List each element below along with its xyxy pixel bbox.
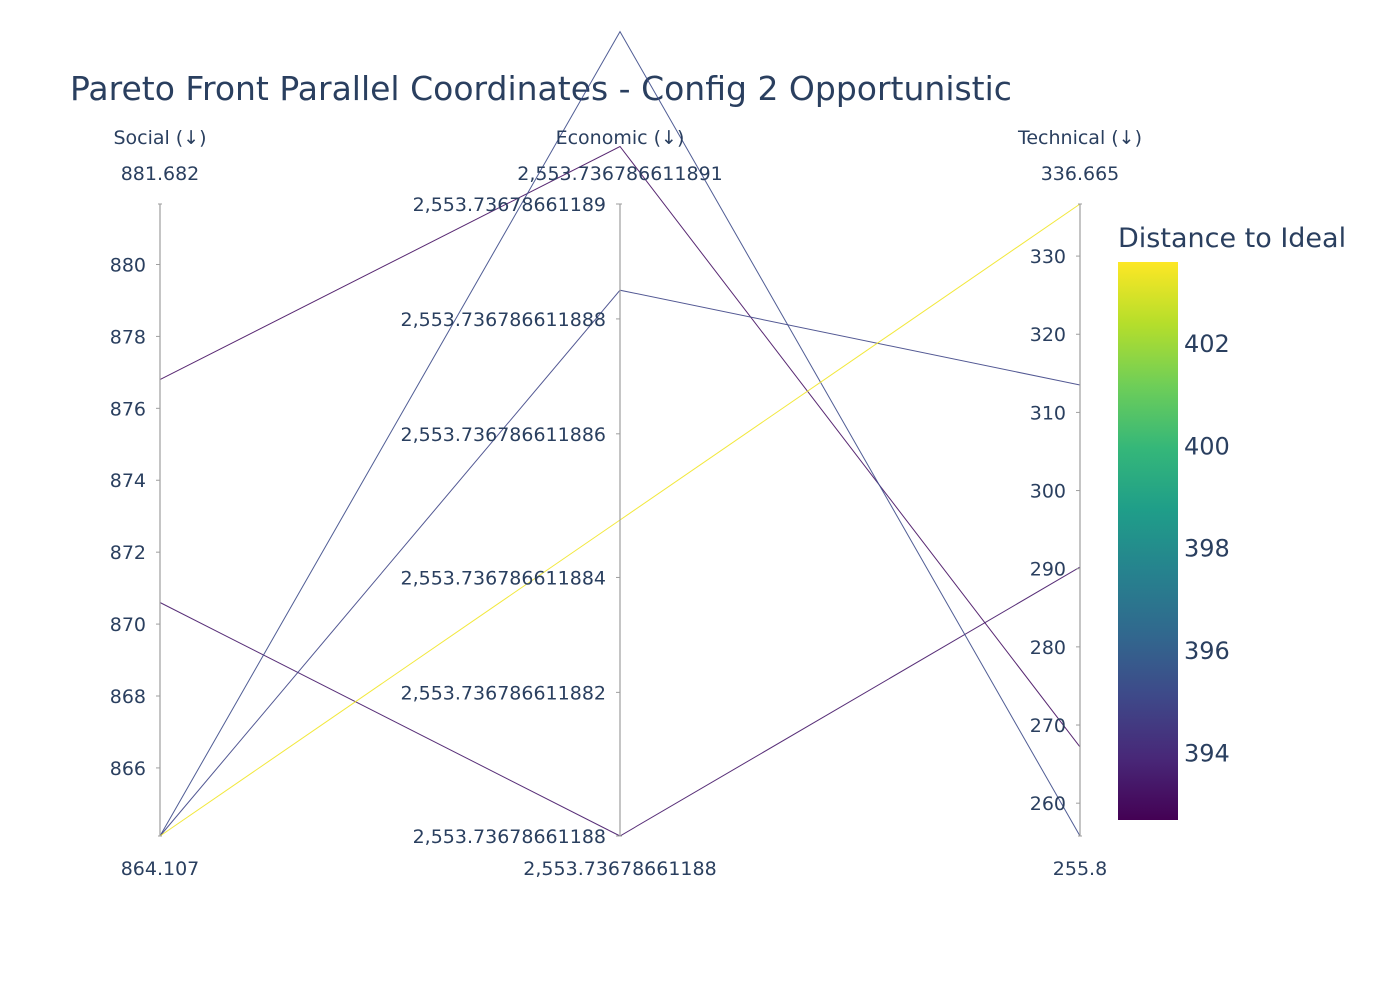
axis-max-label: 881.682 xyxy=(121,163,200,185)
axis-tick-label: 260 xyxy=(1030,793,1066,815)
axis-tick-label: 2,553.736786611884 xyxy=(401,567,607,589)
axis-tick-label: 874 xyxy=(110,470,146,492)
colorbar-ticks: 394 396 398 400 402 xyxy=(1184,330,1230,768)
axis-min-label: 864.107 xyxy=(121,858,200,880)
axis-tick-label: 270 xyxy=(1030,715,1066,737)
axis-label: Social (↓) xyxy=(113,127,206,149)
axis-tick-label: 320 xyxy=(1030,324,1066,346)
axis-label: Technical (↓) xyxy=(1017,127,1142,149)
colorbar-tick-label: 398 xyxy=(1184,535,1230,563)
colorbar-tick-label: 396 xyxy=(1184,637,1230,665)
axis-tick-label: 868 xyxy=(110,686,146,708)
axis-tick-label: 866 xyxy=(110,758,146,780)
axes: Social (↓) 881.682 864.107 866 868 870 872 874 8… xyxy=(110,127,1142,880)
axis-tick-label: 330 xyxy=(1030,246,1066,268)
axis-tick-label: 880 xyxy=(110,254,146,276)
axis-tick-label: 310 xyxy=(1030,402,1066,424)
axis-tick-label: 300 xyxy=(1030,481,1066,503)
axis-tick-label: 2,553.736786611888 xyxy=(401,309,607,331)
axis-tick-label: 870 xyxy=(110,614,146,636)
axis-min-label: 255.8 xyxy=(1053,858,1107,880)
solution-line-3 xyxy=(159,30,1081,837)
colorbar-title: Distance to Ideal xyxy=(1118,223,1346,254)
axis-label: Economic (↓) xyxy=(556,127,685,149)
colorbar: Distance to Ideal 394 396 398 400 402 xyxy=(1118,223,1346,820)
colorbar-gradient xyxy=(1118,262,1178,820)
axis-min-label: 2,553.73678661188 xyxy=(523,858,716,880)
chart-title: Pareto Front Parallel Coordinates - Conf… xyxy=(70,69,1012,108)
axis-max-label: 336.665 xyxy=(1041,163,1120,185)
axis-tick-label: 290 xyxy=(1030,559,1066,581)
axis-tick-label: 280 xyxy=(1030,637,1066,659)
colorbar-tick-label: 400 xyxy=(1184,432,1230,460)
axis-max-label: 2,553.736786611891 xyxy=(517,163,723,185)
colorbar-tick-label: 394 xyxy=(1184,739,1230,767)
solution-line-1 xyxy=(159,145,1081,748)
axis-tick-label: 872 xyxy=(110,542,146,564)
colorbar-tick-label: 402 xyxy=(1184,330,1230,358)
axis-tick-label: 2,553.736786611882 xyxy=(401,682,607,704)
axis-tick-label: 2,553.73678661189 xyxy=(413,194,606,216)
axis-tick-label: 878 xyxy=(110,326,146,348)
axis-tick-label: 2,553.73678661188 xyxy=(413,826,606,848)
axis-tick-label: 876 xyxy=(110,398,146,420)
axis-tick-label: 2,553.736786611886 xyxy=(401,424,607,446)
